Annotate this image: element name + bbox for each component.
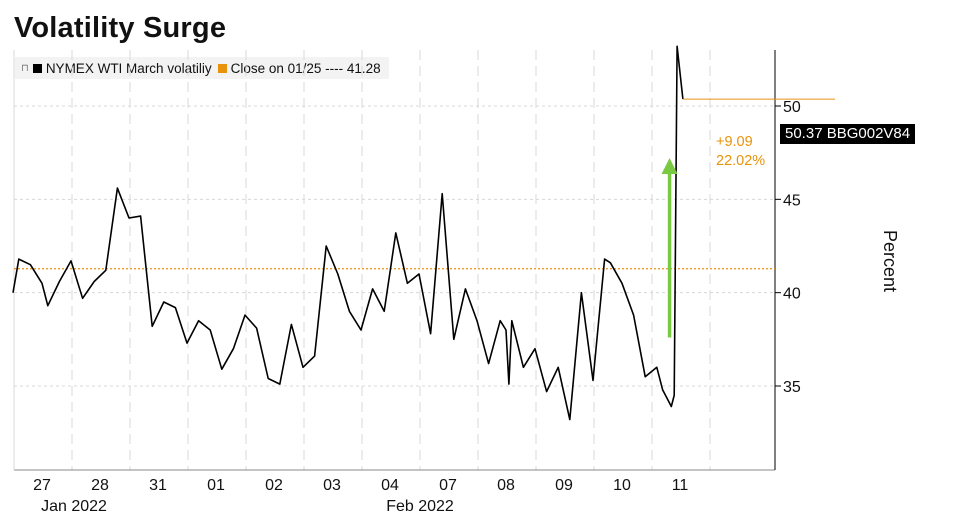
chart-legend: ⊓ NYMEX WTI March volatiliy Close on 01/… [15, 57, 389, 79]
last-value-label: 50.37 BBG002V84 [780, 124, 916, 144]
x-month-label: Jan 2022 [41, 498, 107, 515]
series-line [12, 45, 684, 421]
x-tick-label: 27 [33, 477, 51, 494]
legend-swatch-reference [217, 63, 227, 73]
x-tick-label: 04 [381, 477, 399, 494]
y-tick-label: 35 [783, 379, 801, 396]
legend-item-reference: Close on 01/25 ---- 41.28 [217, 60, 381, 76]
x-tick-label: 10 [613, 477, 631, 494]
legend-swatch-series [32, 63, 42, 73]
legend-label-reference: Close on 01/25 ---- 41.28 [230, 60, 381, 76]
change-absolute: +9.09 [716, 134, 753, 150]
x-tick-label: 07 [439, 477, 457, 494]
x-tick-label: 09 [555, 477, 573, 494]
x-tick-label: 08 [497, 477, 515, 494]
legend-label-series: NYMEX WTI March volatiliy [45, 60, 212, 76]
x-tick-label: 02 [265, 477, 283, 494]
legend-item-series: NYMEX WTI March volatiliy [32, 60, 212, 76]
x-tick-label: 03 [323, 477, 341, 494]
chart-title: Volatility Surge [14, 12, 227, 44]
y-tick-label: 40 [783, 286, 801, 303]
x-month-label: Feb 2022 [386, 498, 454, 515]
y-tick-label: 50 [783, 99, 801, 116]
x-tick-label: 11 [672, 477, 689, 494]
x-tick-label: 01 [207, 477, 225, 494]
pin-icon[interactable]: ⊓ [21, 62, 29, 74]
change-arrow-head [661, 158, 678, 174]
x-tick-label: 31 [149, 477, 167, 494]
change-percent: 22.02% [716, 153, 766, 169]
x-tick-label: 28 [91, 477, 109, 494]
y-tick-label: 45 [783, 192, 801, 209]
y-axis-label: Percent [880, 230, 900, 293]
